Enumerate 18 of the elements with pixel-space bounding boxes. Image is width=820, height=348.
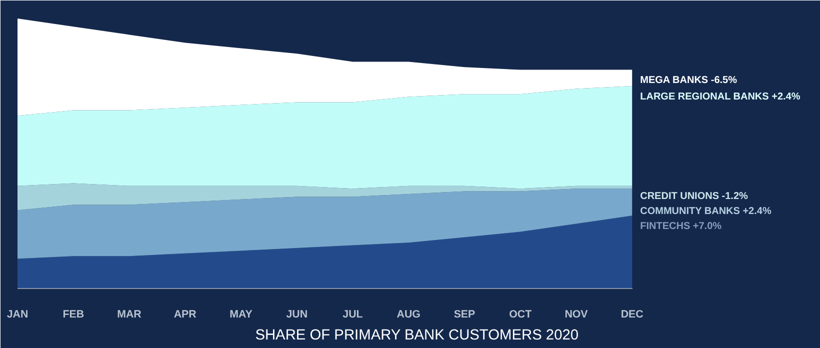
x-tick-label: APR <box>174 308 197 320</box>
x-tick-label: DEC <box>620 308 644 320</box>
x-tick-label: NOV <box>564 308 589 320</box>
series-label: FINTECHS +7.0% <box>640 220 722 232</box>
x-tick-label: MAR <box>117 308 142 320</box>
series-label: LARGE REGIONAL BANKS +2.4% <box>640 91 800 102</box>
x-tick-label: JUL <box>342 308 364 320</box>
x-tick-label: OCT <box>509 308 532 320</box>
series-label: CREDIT UNIONS -1.2% <box>640 191 748 202</box>
text: SHARE OF PRIMARY BANK CUSTOMERS 2020 <box>255 328 579 344</box>
series-label: MEGA BANKS -6.5% <box>640 75 738 86</box>
x-tick-label: MAY <box>230 308 252 320</box>
x-tick-label: SEP <box>454 308 476 320</box>
x-tick-label: JAN <box>6 308 28 320</box>
x-tick-label: AUG <box>396 308 420 320</box>
x-tick-label: FEB <box>62 308 84 320</box>
series-label: COMMUNITY BANKS +2.4% <box>640 206 772 218</box>
x-tick-label: JUN <box>286 308 308 320</box>
